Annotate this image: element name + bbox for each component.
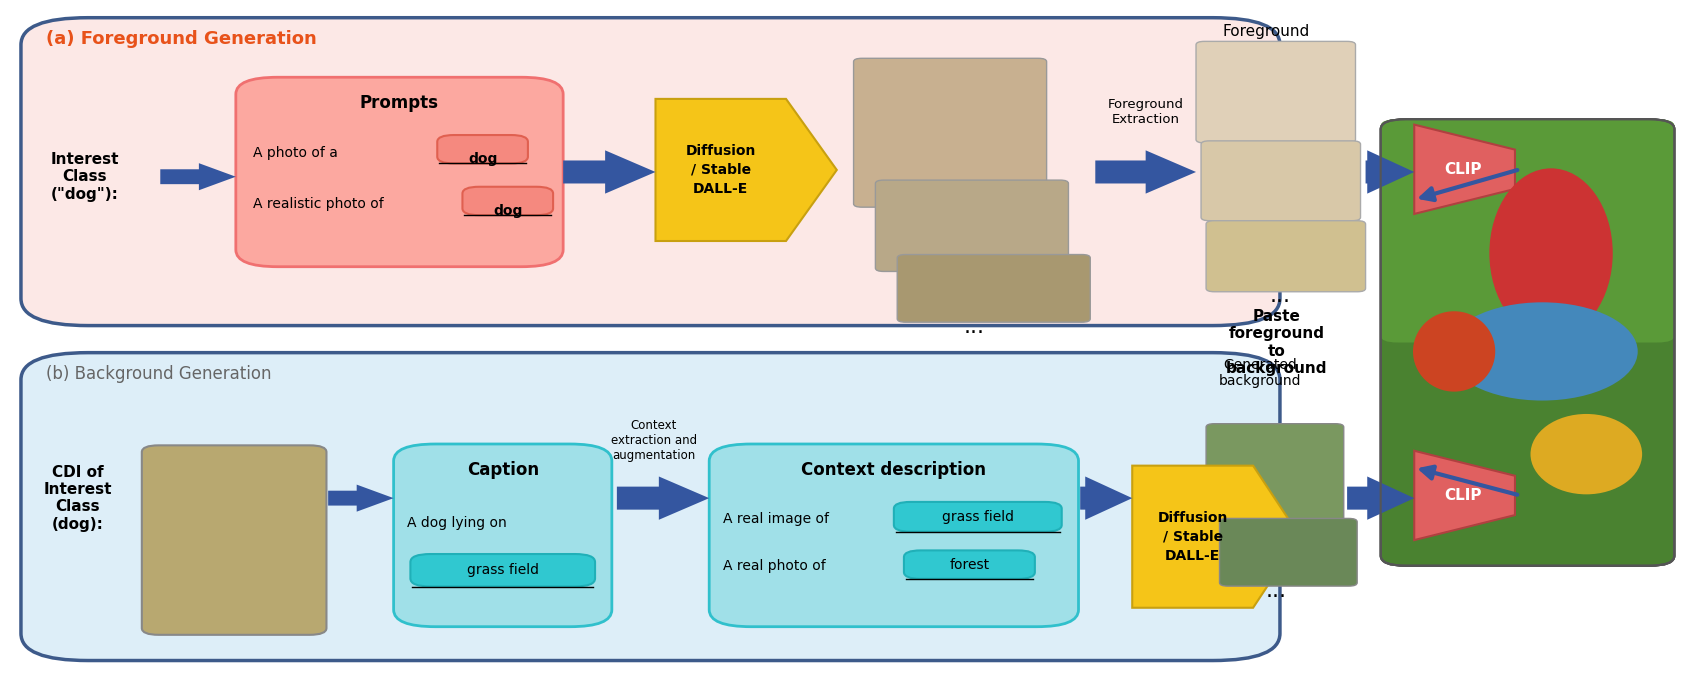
Polygon shape <box>1348 477 1414 520</box>
FancyBboxPatch shape <box>709 444 1078 627</box>
Ellipse shape <box>1530 414 1641 495</box>
Text: dog: dog <box>493 204 523 219</box>
Ellipse shape <box>1447 302 1638 401</box>
FancyBboxPatch shape <box>393 444 612 627</box>
Polygon shape <box>563 150 656 194</box>
Text: Context description: Context description <box>801 461 987 479</box>
Text: forest: forest <box>950 558 990 571</box>
Text: (b) Background Generation: (b) Background Generation <box>46 365 272 383</box>
Text: Generated
background: Generated background <box>1218 358 1301 388</box>
Text: DALL-E: DALL-E <box>1166 549 1220 562</box>
FancyBboxPatch shape <box>904 551 1034 579</box>
Text: A realistic photo of: A realistic photo of <box>253 197 383 211</box>
FancyBboxPatch shape <box>1220 519 1356 586</box>
Polygon shape <box>1080 477 1132 520</box>
Text: grass field: grass field <box>467 563 538 577</box>
Text: (a) Foreground Generation: (a) Foreground Generation <box>46 30 317 48</box>
Polygon shape <box>1132 466 1301 608</box>
Text: CLIP: CLIP <box>1444 488 1481 503</box>
Polygon shape <box>1095 150 1196 194</box>
FancyBboxPatch shape <box>1206 424 1345 564</box>
FancyBboxPatch shape <box>20 18 1280 325</box>
Polygon shape <box>1414 125 1515 214</box>
Text: Foreground
Extraction: Foreground Extraction <box>1108 98 1184 126</box>
FancyBboxPatch shape <box>236 77 563 266</box>
Polygon shape <box>1365 150 1414 194</box>
Polygon shape <box>617 477 709 520</box>
Text: ...: ... <box>963 317 985 337</box>
Ellipse shape <box>1490 169 1613 338</box>
Text: Foreground: Foreground <box>1223 24 1311 39</box>
Text: grass field: grass field <box>941 510 1014 524</box>
Text: DALL-E: DALL-E <box>693 182 749 196</box>
Text: A real image of: A real image of <box>722 512 828 526</box>
FancyBboxPatch shape <box>437 135 528 164</box>
Text: A real photo of: A real photo of <box>722 560 825 573</box>
Text: / Stable: / Stable <box>690 163 751 177</box>
Text: / Stable: / Stable <box>1162 530 1223 544</box>
FancyBboxPatch shape <box>462 187 553 215</box>
FancyBboxPatch shape <box>854 58 1046 207</box>
FancyBboxPatch shape <box>1201 141 1360 221</box>
Text: Paste
foreground
to
background: Paste foreground to background <box>1226 309 1328 376</box>
FancyBboxPatch shape <box>897 255 1090 322</box>
Text: CLIP: CLIP <box>1444 162 1481 177</box>
Text: ...: ... <box>1269 286 1291 306</box>
Text: A photo of a: A photo of a <box>253 146 337 160</box>
Polygon shape <box>329 484 393 512</box>
Text: Diffusion: Diffusion <box>1157 511 1228 525</box>
FancyBboxPatch shape <box>876 180 1068 271</box>
Text: Diffusion: Diffusion <box>685 144 756 158</box>
Polygon shape <box>656 99 837 241</box>
Text: dog: dog <box>467 153 498 166</box>
Text: Context
extraction and
augmentation: Context extraction and augmentation <box>611 419 697 462</box>
FancyBboxPatch shape <box>410 554 596 586</box>
FancyBboxPatch shape <box>1196 41 1355 143</box>
FancyBboxPatch shape <box>894 502 1061 532</box>
Text: Prompts: Prompts <box>359 94 439 112</box>
Ellipse shape <box>1414 311 1495 392</box>
FancyBboxPatch shape <box>20 353 1280 660</box>
FancyBboxPatch shape <box>1206 221 1365 292</box>
Polygon shape <box>1414 451 1515 540</box>
Text: Caption: Caption <box>467 461 538 479</box>
Text: ...: ... <box>1267 581 1287 601</box>
Text: Interest
Class
("dog"):: Interest Class ("dog"): <box>51 152 120 201</box>
Text: CDI of
Interest
Class
(dog):: CDI of Interest Class (dog): <box>44 464 113 532</box>
FancyBboxPatch shape <box>1380 119 1675 342</box>
FancyBboxPatch shape <box>142 445 327 635</box>
Text: A dog lying on: A dog lying on <box>407 516 506 530</box>
Polygon shape <box>160 163 236 190</box>
FancyBboxPatch shape <box>1380 119 1675 566</box>
